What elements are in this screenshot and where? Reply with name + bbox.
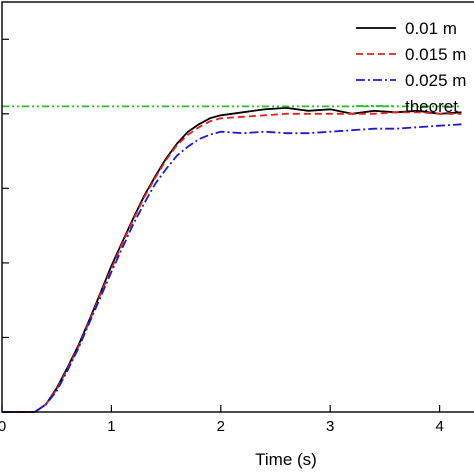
legend-label: 0.015 m	[405, 45, 466, 64]
x-tick-label: 4	[435, 418, 443, 435]
series-line	[2, 107, 462, 413]
series-line	[2, 111, 462, 413]
x-tick-label: 3	[326, 418, 334, 435]
x-tick-label: 0	[0, 418, 6, 435]
x-tick-label: 2	[217, 418, 225, 435]
series-layer	[2, 105, 462, 413]
legend-label: 0.01 m	[405, 19, 457, 38]
tick-layer: 0 1 2 3 4	[0, 38, 444, 435]
legend-label: theoret	[405, 97, 458, 116]
x-tick-label: 1	[107, 418, 115, 435]
series-line	[2, 123, 462, 413]
x-axis-label: Time (s)	[255, 450, 317, 469]
plot-frame	[1, 1, 474, 413]
legend: 0.01 m 0.015 m 0.025 m theoret	[356, 19, 466, 116]
legend-label: 0.025 m	[405, 71, 466, 90]
